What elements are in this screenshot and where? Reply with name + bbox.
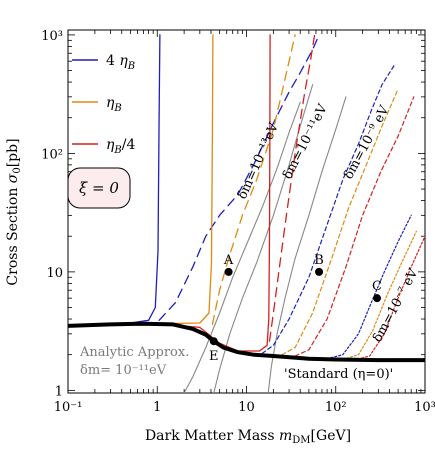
series-line — [268, 34, 316, 342]
xi-box: ξ = 0 — [67, 167, 131, 209]
series-line — [326, 214, 412, 360]
y-axis-title-var: σ — [5, 173, 21, 183]
series-line — [211, 34, 296, 326]
series-line — [342, 230, 417, 361]
legend-label-etaB: ηB — [106, 95, 122, 114]
standard-label: 'Standard (η=0)' — [284, 367, 393, 382]
legend-label-4etaB: 4 ηB — [106, 53, 135, 72]
x-axis-title-text: Dark Matter Mass — [145, 428, 279, 444]
x-axis-title-sub: DM — [292, 435, 310, 446]
legend: 4 ηB ηB ηB/4 — [72, 53, 135, 156]
x-tick-label: 10² — [325, 400, 347, 415]
legend-4etaB-coef: 4 — [106, 53, 119, 69]
points-layer: A B C E — [209, 253, 382, 364]
series-line — [281, 88, 399, 356]
y-axis-title: Cross Section σ0[pb] — [5, 138, 23, 285]
point-marker — [209, 337, 218, 346]
legend-etaB-eta: η — [106, 95, 115, 111]
legend-label-etaB4: ηB/4 — [106, 137, 135, 156]
series-line — [68, 321, 425, 363]
x-tick-label: 1 — [153, 400, 161, 415]
y-axis-title-sub: 0 — [12, 167, 23, 173]
series-line — [294, 96, 415, 357]
x-axis-title-var: m — [279, 428, 292, 444]
x-tick-label: 10⁻¹ — [54, 400, 83, 415]
point-label: A — [223, 253, 234, 268]
legend-4etaB-sub: B — [127, 61, 135, 72]
point-label: E — [209, 349, 219, 364]
xi-box-label: ξ = 0 — [79, 179, 119, 197]
legend-etaB4-sub: B — [113, 145, 121, 156]
series-line — [261, 65, 395, 354]
x-axis-title-unit: [GeV] — [311, 428, 352, 444]
legend-4etaB-eta: η — [119, 53, 128, 69]
series-layer — [68, 34, 425, 393]
analytic-note-line2: δm= 10⁻¹¹eV — [80, 363, 167, 378]
legend-etaB4-div: /4 — [122, 137, 136, 153]
point-label: C — [372, 279, 382, 294]
point-marker — [224, 267, 233, 276]
point-marker — [373, 294, 382, 303]
series-line — [353, 235, 425, 361]
y-tick-label: 10 — [46, 266, 63, 281]
analytic-note-line1: Analytic Approx. — [79, 345, 189, 360]
y-tick-label: 1 — [55, 384, 63, 399]
legend-etaB4-eta: η — [106, 137, 115, 153]
series-line — [183, 101, 301, 393]
x-tick-label: 10 — [238, 400, 255, 415]
x-tick-label: 10³ — [414, 400, 435, 415]
legend-etaB-sub: B — [113, 103, 121, 114]
series-line — [213, 84, 314, 393]
series-line — [158, 34, 320, 321]
y-tick-label: 10³ — [41, 29, 63, 44]
x-axis-title: Dark Matter Mass mDM[GeV] — [145, 428, 351, 446]
point-marker — [315, 267, 324, 276]
y-tick-label: 10² — [41, 147, 63, 162]
y-axis-title-text: Cross Section — [5, 183, 21, 285]
y-axis-title-unit: [pb] — [5, 138, 21, 167]
point-label: B — [314, 253, 324, 268]
